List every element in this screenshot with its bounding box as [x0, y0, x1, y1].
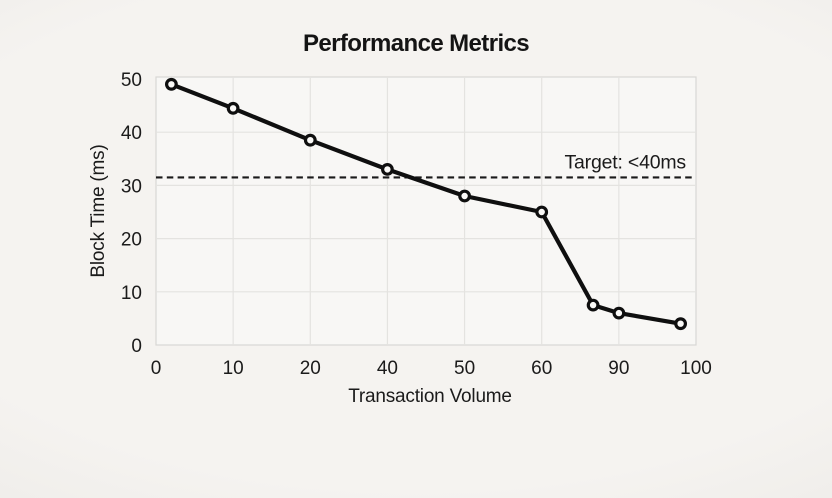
y-tick-label: 30	[121, 176, 142, 197]
data-point-marker	[164, 77, 178, 91]
data-point-marker	[303, 133, 317, 147]
y-tick-label: 0	[131, 336, 142, 357]
x-tick-label: 10	[223, 358, 244, 379]
data-point-marker	[535, 205, 549, 219]
y-tick-label: 40	[121, 123, 142, 144]
x-tick-label: 50	[454, 358, 475, 379]
x-tick-label: 20	[300, 358, 321, 379]
data-point-marker	[458, 189, 472, 203]
data-point-marker	[586, 298, 600, 312]
y-tick-label: 50	[121, 70, 142, 91]
y-tick-label: 20	[121, 230, 142, 251]
x-tick-label: 0	[151, 358, 162, 379]
y-tick-label: 10	[121, 283, 142, 304]
x-tick-label: 60	[531, 358, 552, 379]
data-point-marker	[612, 306, 626, 320]
target-label: Target: <40ms	[564, 151, 686, 173]
chart-title: Performance Metrics	[302, 30, 530, 57]
data-point-marker	[381, 162, 394, 176]
x-tick-label: 100	[680, 358, 712, 379]
plot-area	[155, 76, 697, 346]
x-tick-label: 40	[377, 358, 398, 379]
data-point-marker	[674, 317, 687, 331]
x-axis-label: Transaction Volume	[348, 386, 512, 407]
x-tick-label: 90	[608, 358, 629, 379]
data-point-marker	[226, 101, 240, 115]
